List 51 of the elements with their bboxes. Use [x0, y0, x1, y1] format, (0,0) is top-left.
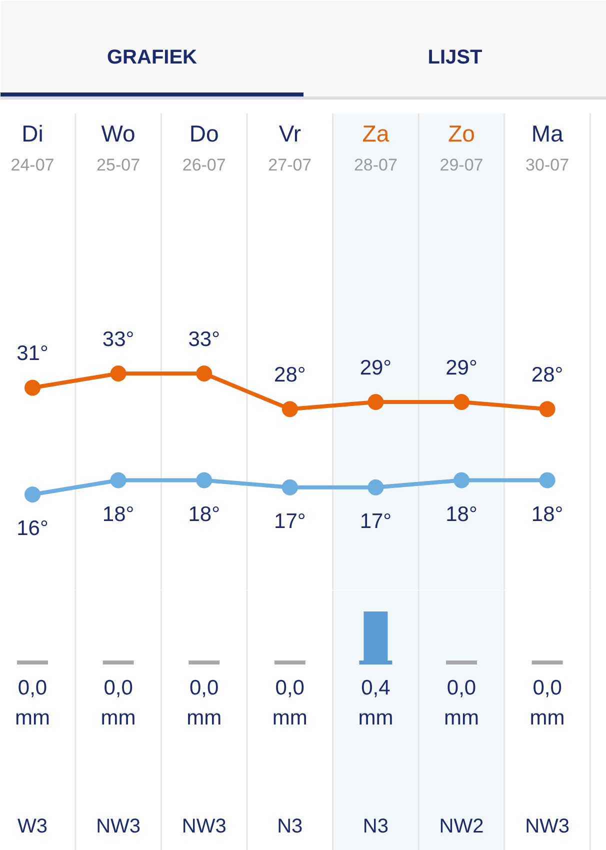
point: [454, 472, 470, 488]
data-label: 0,0 mm: [186, 676, 222, 730]
data-label: 0,0 mm: [530, 676, 565, 730]
text: W3: [18, 816, 48, 838]
data-label: 0,0 mm: [444, 676, 480, 730]
data-label: 17°: [274, 510, 306, 533]
x-tick-label: Di 24-07: [10, 120, 54, 174]
point: [110, 472, 126, 488]
data-label: 29°: [446, 356, 478, 380]
text: NW3: [525, 816, 570, 838]
text: N3: [362, 816, 388, 838]
data-label: 33°: [102, 328, 134, 351]
point: [196, 472, 212, 488]
data-label: 28°: [531, 364, 564, 387]
text: N3: [277, 816, 303, 838]
text: NW3: [182, 816, 226, 838]
text: GRAFIEK: [107, 46, 198, 68]
data-label: 29°: [360, 356, 392, 380]
x-tick-label: Vr 27-07: [268, 120, 312, 174]
data-label: 33°: [188, 328, 220, 351]
data-label: 28°: [274, 364, 306, 387]
data-label: 18°: [446, 502, 478, 526]
point: [282, 479, 298, 496]
data-label: 18°: [531, 502, 564, 526]
data-label: 17°: [360, 510, 392, 533]
text: NW2: [439, 816, 484, 838]
data-label: 16°: [16, 517, 48, 540]
data-label: 31°: [16, 342, 48, 366]
point: [110, 366, 126, 382]
point: [24, 486, 40, 502]
point: [539, 472, 556, 488]
x-tick-label: Zo 29-07: [440, 120, 484, 174]
text: LIJST: [428, 46, 482, 68]
point: [368, 479, 384, 496]
x-tick-label: Wo 25-07: [96, 120, 140, 174]
point: [282, 401, 298, 418]
point: [196, 366, 212, 382]
x-tick-label: Za 28-07: [354, 120, 398, 174]
point: [24, 380, 40, 396]
data-label: 18°: [188, 502, 220, 526]
data-label: 0,0 mm: [100, 676, 136, 730]
point: [539, 401, 556, 418]
data-label: 0,0 mm: [15, 676, 50, 730]
x-tick-label: Do 26-07: [182, 120, 226, 174]
point: [454, 394, 470, 410]
x-tick-label: Ma 30-07: [526, 120, 570, 174]
point: [368, 394, 384, 410]
data-label: 0,4 mm: [358, 676, 394, 730]
text: NW3: [96, 816, 141, 838]
data-label: 18°: [102, 502, 134, 526]
data-label: 0,0 mm: [272, 676, 308, 730]
